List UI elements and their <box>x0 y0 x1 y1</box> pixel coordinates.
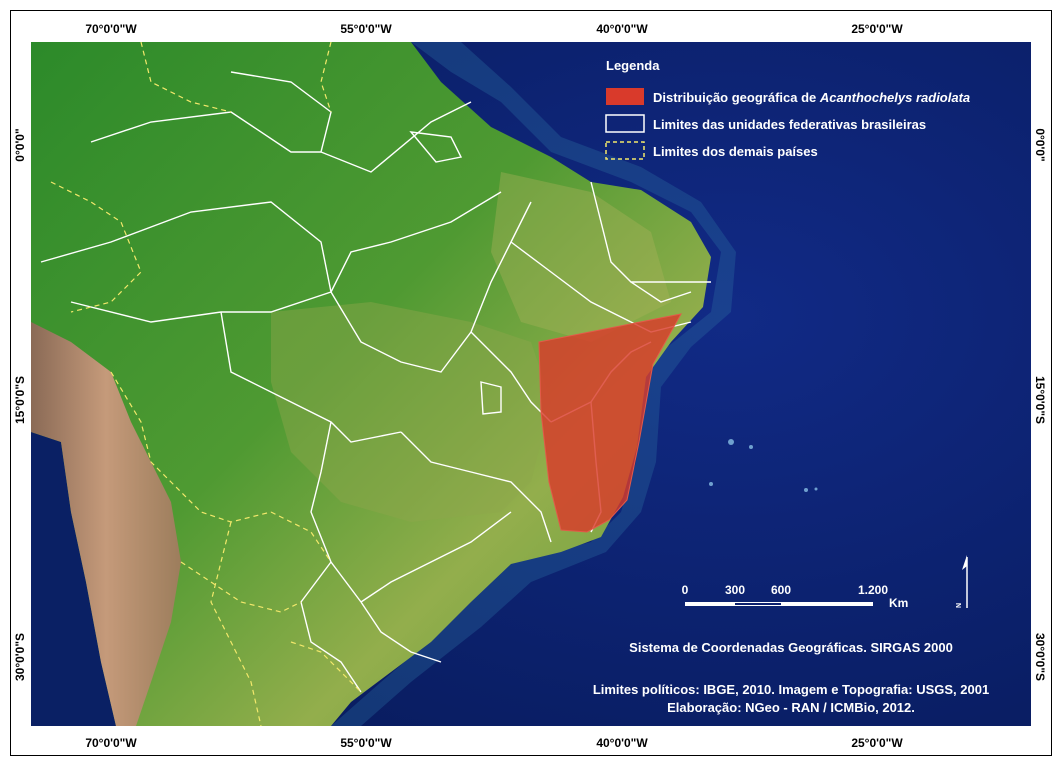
map-canvas[interactable]: Legenda Distribuição geográfica de Acant… <box>31 42 1031 726</box>
north-arrow: N <box>956 555 968 608</box>
axis-top-tick: 40°0'0"W <box>596 22 648 36</box>
legend-swatch-state-limits <box>605 114 645 133</box>
legend-item-country-limits: Limites dos demais países <box>653 144 818 159</box>
legend-item-state-limits: Limites das unidades federativas brasile… <box>653 117 926 132</box>
caatinga-region <box>491 172 671 342</box>
axis-left-tick: 0°0'0" <box>13 128 27 162</box>
axis-bottom-tick: 70°0'0"W <box>85 736 137 750</box>
axis-left-tick: 30°0'0"S <box>13 632 27 682</box>
scale-label: 0 <box>682 583 689 597</box>
axis-bottom-tick: 25°0'0"W <box>851 736 903 750</box>
axis-top-tick: 70°0'0"W <box>85 22 137 36</box>
continental-shelf <box>331 42 736 726</box>
axis-bottom-tick: 40°0'0"W <box>596 736 648 750</box>
pacific-ocean <box>31 432 116 726</box>
scale-label: 1.200 <box>858 583 888 597</box>
islands <box>709 439 818 492</box>
andes-mountains <box>31 322 181 726</box>
legend-swatch-distribution <box>606 88 644 105</box>
scale-label: 300 <box>725 583 745 597</box>
axis-right-tick: 30°0'0"S <box>1033 632 1047 682</box>
axis-left-tick: 15°0'0"S <box>13 375 27 425</box>
legend-swatch-country-limits <box>605 141 645 160</box>
legend-item-distribution: Distribuição geográfica de Acanthochelys… <box>653 90 970 105</box>
scale-bar: 0 300 600 1.200 Km <box>682 583 909 610</box>
axis-right-tick: 15°0'0"S <box>1033 375 1047 425</box>
country-boundaries <box>50 42 362 726</box>
scale-label: 600 <box>771 583 791 597</box>
north-label: N <box>956 603 963 608</box>
legend: Legenda Distribuição geográfica de Acant… <box>605 58 970 160</box>
credit-crs: Sistema de Coordenadas Geográficas. SIRG… <box>629 640 953 655</box>
distribution-area <box>538 313 682 533</box>
south-america-landmass <box>31 42 711 726</box>
legend-title: Legenda <box>606 58 660 73</box>
scale-unit: Km <box>889 596 908 610</box>
cerrado-region <box>271 302 551 522</box>
axis-right-tick: 0°0'0" <box>1033 128 1047 162</box>
credit-sources: Limites políticos: IBGE, 2010. Imagem e … <box>593 682 989 697</box>
credit-author: Elaboração: NGeo - RAN / ICMBio, 2012. <box>667 700 915 715</box>
axis-top-tick: 55°0'0"W <box>340 22 392 36</box>
axis-bottom-tick: 55°0'0"W <box>340 736 392 750</box>
axis-top-tick: 25°0'0"W <box>851 22 903 36</box>
